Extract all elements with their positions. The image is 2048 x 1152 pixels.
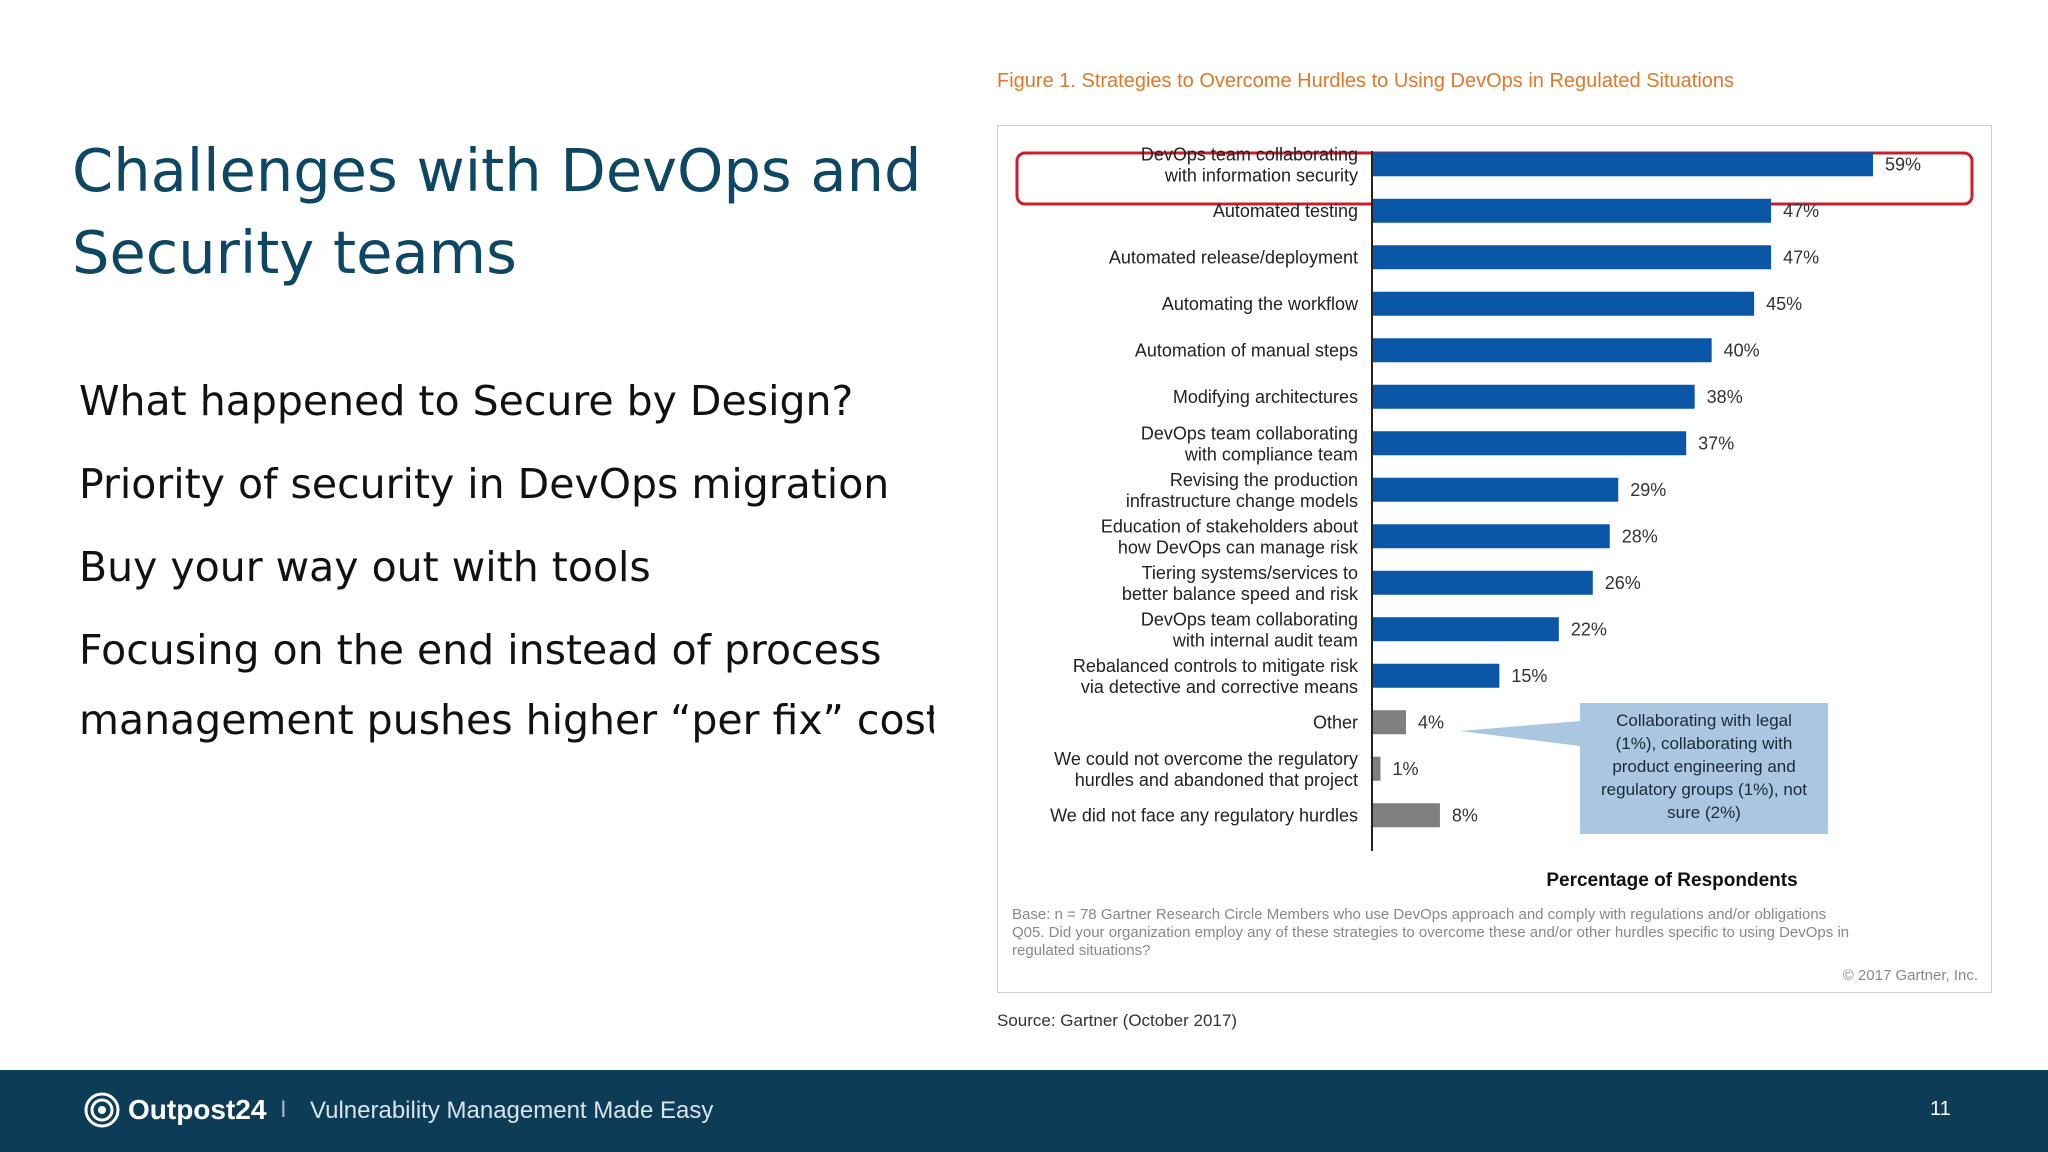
category-label: Automated release/deployment (1109, 247, 1358, 267)
figure-source: Source: Gartner (October 2017) (997, 1011, 1238, 1030)
bar (1372, 152, 1873, 177)
brand-logo: Outpost24 (84, 1092, 266, 1128)
category-label: Rebalanced controls to mitigate risk (1073, 656, 1359, 676)
bullet-item: Buy your way out with tools (79, 543, 651, 591)
bar-value-label: 47% (1783, 201, 1819, 221)
callout-text: regulatory groups (1%), not (1601, 780, 1807, 799)
category-label: Education of stakeholders about (1101, 516, 1358, 536)
bar-value-label: 59% (1885, 154, 1921, 174)
category-label: Other (1313, 712, 1358, 732)
bar (1372, 663, 1500, 688)
bullet-item-line-2: management pushes higher “per fix” cost (79, 696, 934, 744)
bar (1372, 617, 1559, 642)
bar (1372, 384, 1695, 409)
category-label: We did not face any regulatory hurdles (1050, 805, 1358, 825)
bullet-item-line-1: Focusing on the end instead of process (79, 626, 882, 674)
bar (1372, 756, 1381, 781)
slide-title: Challenges with DevOps and Security team… (72, 130, 932, 294)
category-label: better balance speed and risk (1122, 584, 1359, 604)
category-label: with compliance team (1184, 444, 1358, 464)
bullet-item: Priority of security in DevOps migration (79, 460, 890, 508)
bar (1372, 710, 1406, 735)
bar-value-label: 1% (1392, 759, 1418, 779)
slide-title-line-2: Security teams (72, 218, 517, 287)
bar (1372, 524, 1610, 549)
x-axis-label: Percentage of Respondents (1546, 870, 1797, 891)
bar-value-label: 29% (1630, 480, 1666, 500)
category-label: via detective and corrective means (1081, 677, 1358, 697)
bar-value-label: 26% (1605, 573, 1641, 593)
bar-value-label: 4% (1418, 712, 1444, 732)
bar (1372, 338, 1712, 363)
copyright-note: © 2017 Gartner, Inc. (1843, 967, 1978, 984)
category-label: with internal audit team (1172, 630, 1358, 650)
footer-bar: Outpost24 I Vulnerability Management Mad… (0, 1070, 2048, 1152)
slide-title-line-1: Challenges with DevOps and (72, 136, 922, 205)
bar-value-label: 15% (1511, 666, 1547, 686)
callout-text: (1%), collaborating with (1616, 734, 1793, 753)
base-note-line: Base: n = 78 Gartner Research Circle Mem… (1012, 906, 1826, 923)
target-logo-icon (84, 1092, 120, 1128)
callout-text: product engineering and (1612, 757, 1795, 776)
callout-text: Collaborating with legal (1616, 711, 1792, 730)
bar-value-label: 28% (1622, 526, 1658, 546)
bar-value-label: 22% (1571, 619, 1607, 639)
bar-value-label: 37% (1698, 433, 1734, 453)
category-label: DevOps team collaborating (1141, 144, 1358, 164)
callout-text: sure (2%) (1667, 803, 1741, 822)
category-label: Modifying architectures (1173, 387, 1358, 407)
chart-frame: 59% DevOps team collaborating with informa… (997, 125, 1992, 993)
bar-value-label: 47% (1783, 247, 1819, 267)
bar (1372, 198, 1772, 223)
category-label: Automation of manual steps (1135, 340, 1358, 360)
category-label: Revising the production (1170, 470, 1358, 490)
bar-value-label: 38% (1707, 387, 1743, 407)
category-label: how DevOps can manage risk (1118, 537, 1359, 557)
category-label: infrastructure change models (1126, 491, 1358, 511)
bar (1372, 431, 1687, 456)
bullet-item: Focusing on the end instead of process m… (79, 615, 939, 755)
bar-value-label: 45% (1766, 294, 1802, 314)
category-label: with information security (1164, 165, 1358, 185)
footer-separator: I (280, 1096, 287, 1123)
bar-value-label: 40% (1724, 340, 1760, 360)
category-label: We could not overcome the regulatory (1054, 749, 1358, 769)
callout-pointer (1460, 721, 1580, 746)
category-label: Automating the workflow (1162, 294, 1359, 314)
base-note-line: Q05. Did your organization employ any of… (1012, 924, 1849, 941)
callout-box (1580, 703, 1828, 834)
footer-tagline: Vulnerability Management Made Easy (310, 1097, 714, 1124)
page-number: 11 (1930, 1098, 1951, 1120)
category-label: DevOps team collaborating (1141, 423, 1358, 443)
bar (1372, 570, 1593, 595)
bar (1372, 245, 1772, 270)
figure-caption: Figure 1. Strategies to Overcome Hurdles… (997, 70, 1735, 92)
category-label: Tiering systems/services to (1142, 563, 1358, 583)
bullet-list: What happened to Secure by Design? Prior… (79, 366, 939, 755)
bar (1372, 803, 1440, 828)
bar (1372, 291, 1755, 316)
bar (1372, 477, 1619, 502)
category-label: Automated testing (1213, 201, 1358, 221)
bar-value-label: 8% (1452, 805, 1478, 825)
category-label: DevOps team collaborating (1141, 609, 1358, 629)
bullet-item: What happened to Secure by Design? (79, 377, 854, 425)
category-label: hurdles and abandoned that project (1075, 770, 1358, 790)
base-note-line: regulated situations? (1012, 942, 1150, 959)
brand-name: Outpost24 (128, 1094, 267, 1125)
